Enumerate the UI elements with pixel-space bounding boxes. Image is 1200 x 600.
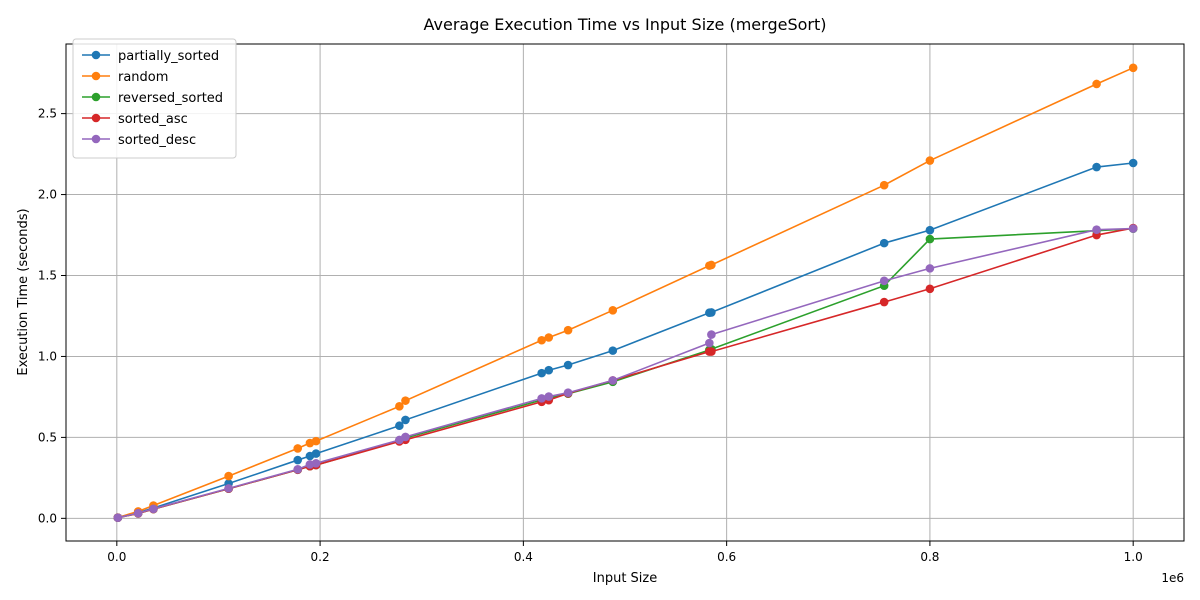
data-point: [707, 330, 716, 339]
data-point: [707, 260, 716, 270]
data-point: [1128, 224, 1138, 233]
x-tick-label: 1.0: [1124, 550, 1143, 564]
y-tick-label: 2.5: [38, 107, 57, 121]
data-point: [1092, 225, 1101, 234]
series-sorted-desc: [113, 224, 1138, 522]
data-point: [293, 464, 303, 474]
legend-marker: [91, 134, 101, 144]
y-tick-label: 1.0: [38, 349, 57, 363]
legend-label: sorted_desc: [118, 133, 196, 148]
data-point: [224, 484, 233, 493]
data-point: [133, 508, 143, 518]
plot-frame: [65, 43, 1185, 542]
legend-label: sorted_asc: [118, 112, 188, 127]
data-point: [563, 388, 573, 398]
data-point: [608, 306, 618, 315]
legend-marker: [91, 113, 101, 123]
data-point: [879, 297, 889, 307]
legend-marker: [91, 71, 101, 81]
y-tick-label: 0.5: [38, 430, 57, 444]
y-axis-label: Execution Time (seconds): [16, 208, 31, 375]
legend-box: [72, 38, 237, 159]
data-point: [925, 234, 935, 244]
data-point: [401, 396, 410, 405]
data-point: [925, 156, 935, 165]
legend-marker: [91, 50, 101, 60]
series-layer: [113, 63, 1138, 522]
data-point: [149, 504, 158, 514]
x-axis-multiplier: 1e6: [1161, 571, 1184, 585]
legend-item: sorted_desc: [82, 133, 196, 148]
chart-title: Average Execution Time vs Input Size (me…: [424, 15, 827, 34]
data-point: [311, 436, 321, 446]
x-tick-label: 0.8: [920, 550, 939, 564]
data-point: [395, 421, 404, 431]
data-point: [925, 264, 935, 273]
y-tick-label: 2.0: [38, 188, 57, 202]
legend-item: reversed_sorted: [82, 91, 223, 106]
series-random: [113, 63, 1138, 522]
legend-label: random: [118, 70, 168, 85]
x-tick-label: 0.2: [311, 550, 330, 564]
series-line: [117, 227, 1134, 519]
data-point: [879, 276, 889, 286]
legend-item: partially_sorted: [82, 49, 219, 64]
legend-marker: [91, 92, 101, 102]
y-tick-label: 1.5: [38, 269, 57, 283]
data-point: [563, 325, 573, 335]
data-point: [925, 284, 935, 294]
x-tick-label: 0.6: [717, 550, 736, 564]
data-point: [544, 365, 554, 375]
data-point: [925, 225, 935, 235]
x-axis-ticks: 0.0 0.2 0.4 0.6 0.8 1.0: [107, 541, 1143, 564]
x-tick-label: 0.0: [107, 550, 126, 564]
data-point: [879, 180, 889, 190]
x-axis-label: Input Size: [593, 571, 657, 586]
data-point: [707, 347, 716, 356]
series-partially-sorted: [113, 158, 1138, 522]
legend-item: random: [82, 70, 168, 85]
data-point: [537, 335, 546, 345]
data-point: [1092, 79, 1101, 89]
data-point: [1092, 162, 1101, 172]
series-line: [117, 67, 1134, 519]
data-point: [113, 513, 123, 522]
data-point: [608, 376, 618, 385]
legend-label: partially_sorted: [118, 49, 219, 64]
data-point: [401, 432, 410, 442]
data-point: [705, 338, 714, 348]
x-tick-label: 0.4: [514, 550, 533, 564]
data-point: [224, 471, 233, 481]
series-line: [117, 162, 1134, 519]
data-point: [395, 402, 404, 411]
data-point: [311, 449, 321, 458]
data-point: [544, 392, 554, 401]
data-point: [608, 346, 618, 355]
data-point: [293, 455, 303, 465]
y-tick-label: 0.0: [38, 511, 57, 525]
data-point: [537, 368, 546, 378]
data-point: [293, 444, 303, 453]
y-axis-ticks: 0.0 0.5 1.0 1.5 2.0 2.5: [38, 107, 66, 525]
data-point: [401, 415, 410, 425]
data-point: [1128, 63, 1138, 73]
data-point: [879, 238, 889, 248]
data-point: [311, 458, 321, 468]
legend-item: sorted_asc: [82, 112, 188, 127]
data-point: [537, 394, 546, 403]
data-point: [707, 308, 716, 317]
legend-label: reversed_sorted: [118, 91, 223, 106]
data-point: [1128, 158, 1138, 168]
data-point: [563, 360, 573, 370]
data-point: [544, 333, 554, 342]
